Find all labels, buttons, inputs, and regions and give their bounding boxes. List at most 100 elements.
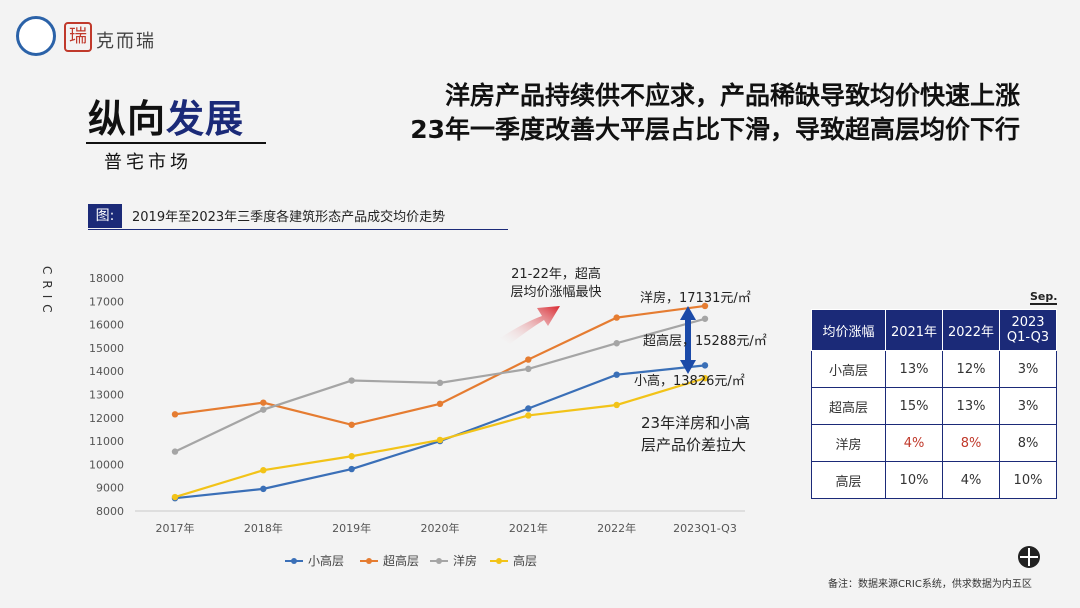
figure-tag: 图: xyxy=(88,204,122,228)
y-tick-label: 16000 xyxy=(89,319,124,332)
data-point xyxy=(525,405,532,412)
table-cell: 3% xyxy=(999,387,1057,425)
data-point xyxy=(348,465,355,473)
page-subtitle: 普宅市场 xyxy=(104,152,192,173)
y-tick-label: 11000 xyxy=(89,435,124,448)
table-cell: 10% xyxy=(999,461,1057,499)
data-point xyxy=(525,356,532,363)
table-row: 高层 10% 4% 10% xyxy=(811,461,1057,499)
table-cell: 13% xyxy=(942,387,1000,425)
table-header: 2023 Q1-Q3 xyxy=(999,309,1057,351)
cric-watermark: CRIC xyxy=(40,266,54,319)
y-tick-label: 18000 xyxy=(89,272,124,285)
legend-marker xyxy=(366,558,372,564)
data-point xyxy=(613,340,620,347)
gap-annotation-line1: 23年洋房和小高 xyxy=(641,414,750,432)
gap-double-arrow-icon xyxy=(680,306,696,374)
x-tick-label: 2022年 xyxy=(597,521,636,535)
table-cell: 3% xyxy=(999,350,1057,388)
data-point xyxy=(436,400,444,408)
price-trend-chart: 8000 9000 10000 11000 12000 13000 14000 15000 16… xyxy=(89,266,767,568)
data-point xyxy=(171,411,179,418)
y-tick-label: 12000 xyxy=(89,412,124,425)
table-header: 2022年 xyxy=(942,309,1000,351)
legend-label: 超高层 xyxy=(383,553,419,568)
data-point xyxy=(348,421,355,428)
y-tick-label: 8000 xyxy=(96,505,124,518)
data-point xyxy=(171,448,179,455)
data-point xyxy=(436,379,444,387)
table-cell: 超高层 xyxy=(811,387,886,425)
x-tick-label: 2021年 xyxy=(509,521,548,535)
table-cell: 高层 xyxy=(811,461,886,499)
table-cell: 洋房 xyxy=(811,424,886,462)
data-point xyxy=(348,453,355,460)
table-cell: 13% xyxy=(885,350,943,388)
chaogaoceng-label: 超高层，15288元/㎡ xyxy=(643,333,767,349)
seal-logo: 瑞 xyxy=(64,22,92,52)
x-tick-label: 2023Q1-Q3 xyxy=(673,522,737,535)
figure-title: 2019年至2023年三季度各建筑形态产品成交均价走势 xyxy=(132,210,446,225)
page-title: 纵向发展 xyxy=(88,97,245,141)
title-divider xyxy=(86,142,266,144)
table-cell: 12% xyxy=(942,350,1000,388)
growth-annotation-line2: 层均价涨幅最快 xyxy=(510,285,601,300)
data-point xyxy=(525,365,532,373)
data-point xyxy=(613,314,620,321)
y-tick-label: 9000 xyxy=(96,482,124,495)
xiaogao-label: 小高，13826元/㎡ xyxy=(634,373,745,389)
y-tick-label: 13000 xyxy=(89,389,124,402)
data-point xyxy=(701,302,709,310)
data-point xyxy=(260,467,267,474)
legend-marker xyxy=(496,558,502,564)
data-point xyxy=(525,412,532,419)
x-tick-label: 2017年 xyxy=(156,521,195,535)
gap-annotation-line2: 层产品价差拉大 xyxy=(641,436,746,454)
table-cell: 10% xyxy=(885,461,943,499)
table-cell: 15% xyxy=(885,387,943,425)
legend-label: 高层 xyxy=(513,553,537,568)
table-row: 小高层 13% 12% 3% xyxy=(811,350,1057,388)
data-point xyxy=(613,371,620,378)
headline-line-1: 洋房产品持续供不应求，产品稀缺导致均价快速上涨 xyxy=(444,81,1020,110)
data-point xyxy=(171,493,179,501)
data-point xyxy=(260,399,267,406)
legend-marker xyxy=(291,558,297,564)
figure-divider xyxy=(88,229,508,230)
table-cell-highlight: 4% xyxy=(885,424,943,462)
company-logo xyxy=(16,16,56,56)
table-row: 超高层 15% 13% 3% xyxy=(811,387,1057,425)
table-cell: 小高层 xyxy=(811,350,886,388)
crosshair-icon xyxy=(1018,546,1040,568)
growth-arrow-icon xyxy=(500,306,560,344)
data-point xyxy=(613,401,620,409)
data-point xyxy=(260,406,267,413)
y-tick-label: 17000 xyxy=(89,295,124,308)
legend-marker xyxy=(436,558,442,564)
growth-annotation-line1: 21-22年，超高 xyxy=(511,266,601,282)
x-tick-label: 2020年 xyxy=(421,521,460,535)
data-point xyxy=(701,362,709,369)
data-point xyxy=(701,374,709,382)
data-point xyxy=(260,485,267,493)
y-tick-label: 10000 xyxy=(89,458,124,471)
x-tick-label: 2019年 xyxy=(332,521,371,535)
yangfang-label: 洋房，17131元/㎡ xyxy=(640,290,751,306)
table-row: 洋房 4% 8% 8% xyxy=(811,424,1057,462)
table-cell: 8% xyxy=(999,424,1057,462)
brand-name: 克而瑞 xyxy=(96,31,156,52)
table-cell: 4% xyxy=(942,461,1000,499)
legend-label: 洋房 xyxy=(453,553,477,568)
table-header: 2021年 xyxy=(885,309,943,351)
table-header: 均价涨幅 xyxy=(811,309,886,351)
data-point xyxy=(701,315,709,322)
title-accent: 发展 xyxy=(166,97,245,141)
data-point xyxy=(436,436,444,444)
x-tick-label: 2018年 xyxy=(244,521,283,535)
legend-label: 小高层 xyxy=(308,553,344,568)
table-cell-highlight: 8% xyxy=(942,424,1000,462)
footnote: 备注：数据来源CRIC系统，供求数据为内五区 xyxy=(828,579,1032,590)
sep-label: Sep. xyxy=(1030,290,1058,305)
data-point xyxy=(348,377,355,384)
y-tick-label: 14000 xyxy=(89,365,124,378)
